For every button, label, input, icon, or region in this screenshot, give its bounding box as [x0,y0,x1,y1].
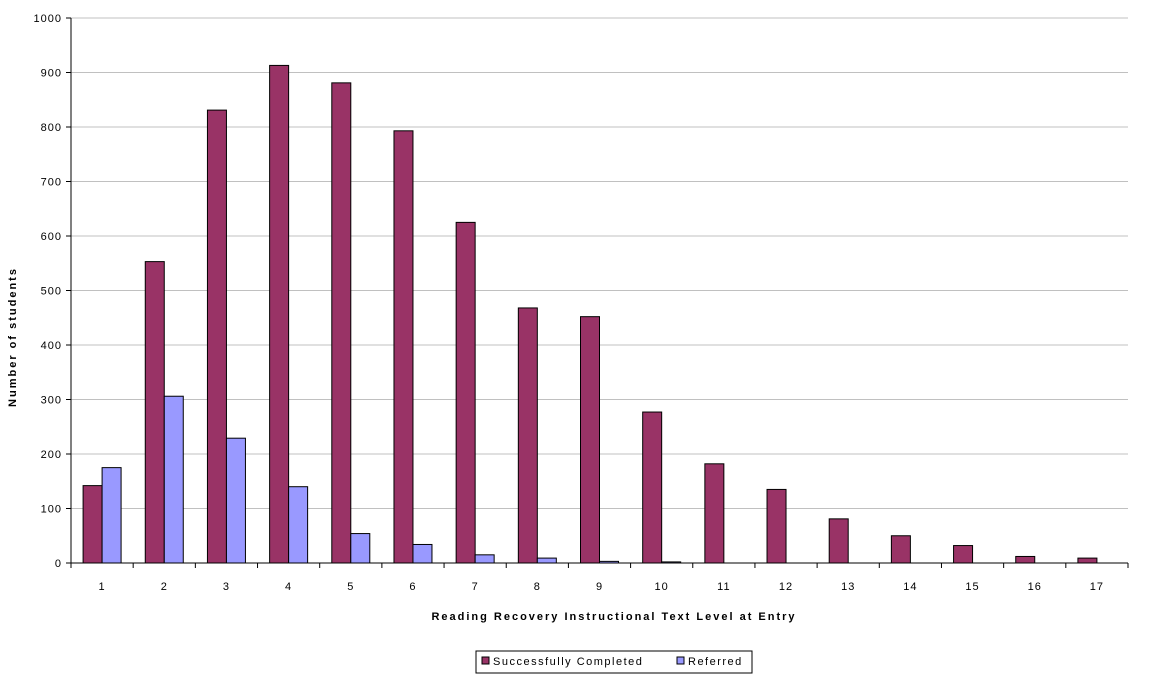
bar-referred [163,395,184,564]
bar-referred [412,543,433,564]
bar-successfully-completed [144,261,165,564]
bar-successfully-completed [393,130,414,564]
bar-successfully-completed [953,545,974,564]
bar-referred [288,486,309,564]
legend: Successfully Completed Referred [475,650,753,674]
x-tick-label: 8 [534,581,541,593]
legend-swatch [676,656,685,665]
bars [82,64,1098,564]
bar-successfully-completed [828,518,849,564]
legend-label: Successfully Completed [493,656,643,668]
x-tick-label: 3 [223,581,230,593]
x-tick-label: 13 [841,581,855,593]
y-tick-label: 100 [41,504,62,516]
x-axis-title: Reading Recovery Instructional Text Leve… [431,611,796,623]
x-tick-label: 2 [161,581,168,593]
x-tick-label: 7 [472,581,479,593]
x-axis-ticks: 1 2 3 4 5 6 7 8 9 10 11 12 13 14 15 16 17 [70,563,1129,593]
bar-successfully-completed [517,307,538,564]
bar-successfully-completed [331,82,352,564]
bar-successfully-completed [269,64,290,564]
y-tick-label: 400 [41,340,62,352]
gridlines [71,17,1128,509]
y-axis-ticks: 0 100 200 300 400 500 600 700 800 900 1000 [34,13,71,570]
x-tick-label: 6 [409,581,416,593]
bar-successfully-completed [455,221,476,564]
x-tick-label: 9 [596,581,603,593]
bar-successfully-completed [1015,555,1036,564]
y-tick-label: 300 [41,395,62,407]
x-tick-label: 14 [903,581,917,593]
bar-referred [101,467,122,564]
bar-successfully-completed [766,488,787,564]
y-tick-label: 0 [55,558,62,570]
bar-referred [474,554,495,564]
y-tick-label: 600 [41,231,62,243]
bar-successfully-completed [580,316,600,564]
x-tick-label: 12 [779,581,793,593]
bar-successfully-completed [890,535,911,564]
y-tick-label: 200 [41,449,62,461]
bar-referred [350,533,371,564]
legend-label: Referred [688,656,743,668]
bar-successfully-completed [1077,557,1098,564]
bar-referred [536,557,557,564]
y-axis-title: Number of students [7,267,19,407]
bar-successfully-completed [642,411,663,564]
x-tick-label: 17 [1090,581,1104,593]
x-tick-label: 16 [1028,581,1042,593]
x-tick-label: 10 [655,581,669,593]
y-tick-label: 1000 [34,13,62,25]
y-tick-label: 800 [41,122,62,134]
y-tick-label: 900 [41,68,62,80]
legend-swatch [481,656,490,665]
bar-successfully-completed [206,109,227,564]
x-tick-label: 5 [347,581,354,593]
bar-successfully-completed [704,463,725,564]
bar-referred [225,437,246,564]
x-tick-label: 4 [285,581,292,593]
y-tick-label: 700 [41,177,62,189]
y-tick-label: 500 [41,286,62,298]
bar-successfully-completed [82,485,103,564]
x-tick-label: 15 [965,581,979,593]
x-tick-label: 1 [99,581,106,593]
x-tick-label: 11 [717,581,730,593]
